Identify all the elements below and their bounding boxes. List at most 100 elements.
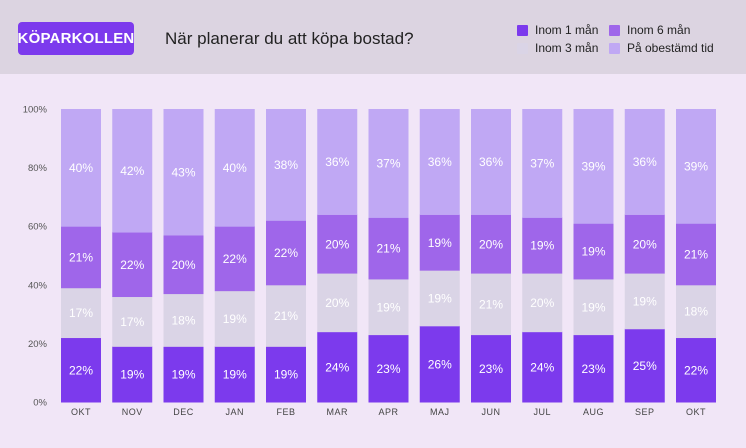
bar-segment (61, 337, 101, 403)
y-tick-label: 60% (28, 222, 48, 233)
bar-segment (368, 278, 409, 336)
bar-segment (317, 331, 358, 403)
bar-segment (624, 109, 665, 215)
legend-item-inom-6-man: Inom 6 mån (609, 23, 690, 37)
y-tick-label: 0% (33, 398, 47, 409)
data-label: 17% (120, 315, 144, 329)
data-label: 19% (376, 300, 400, 314)
data-label: 23% (479, 362, 503, 376)
bar-segment (676, 337, 716, 403)
data-label: 21% (274, 309, 298, 323)
data-label: 37% (376, 157, 400, 171)
bar-segment (61, 287, 101, 339)
header-bar: KÖPARKOLLEN När planerar du att köpa bos… (0, 0, 746, 74)
data-label: 19% (223, 368, 247, 382)
data-label: 21% (376, 242, 400, 256)
data-label: 23% (376, 362, 400, 376)
data-label: 22% (684, 363, 708, 377)
data-label: 36% (428, 155, 452, 169)
legend-label: Inom 1 mån (535, 23, 599, 37)
bar-segment (573, 334, 614, 403)
data-label: 39% (581, 160, 605, 174)
bar-segment (624, 273, 665, 330)
bar-segment (471, 214, 511, 274)
data-label: 26% (428, 357, 452, 371)
data-label: 40% (69, 161, 93, 175)
data-label: 19% (530, 239, 554, 253)
data-label: 19% (428, 291, 452, 305)
bar-segment (471, 109, 511, 215)
data-label: 20% (479, 237, 503, 251)
bar-segment (419, 325, 460, 403)
data-label: 36% (479, 155, 503, 169)
x-tick-label: OKT (686, 407, 706, 417)
data-label: 19% (428, 236, 452, 250)
data-label: 18% (684, 305, 708, 319)
bar-segment (419, 214, 460, 271)
data-label: 42% (120, 164, 144, 178)
data-label: 19% (171, 368, 195, 382)
bar-segment (522, 217, 563, 274)
bar-segment (573, 278, 614, 336)
legend-swatch (517, 42, 528, 54)
x-tick-label: AUG (583, 407, 604, 417)
bar-segment (214, 290, 255, 347)
x-tick-label: DEC (173, 407, 194, 417)
data-label: 43% (171, 165, 195, 179)
bar-segment (471, 273, 511, 336)
bar-segment (112, 109, 153, 233)
bar-segment (522, 109, 563, 218)
bar-segment (522, 331, 563, 403)
legend-swatch (517, 24, 528, 36)
bar-segment (112, 346, 153, 403)
legend-item-inom-1-man: Inom 1 mån (517, 23, 598, 37)
bar-segment (163, 293, 204, 347)
data-label: 37% (530, 157, 554, 171)
data-label: 20% (325, 296, 349, 310)
data-label: 21% (684, 248, 708, 262)
data-label: 25% (633, 359, 657, 373)
x-tick-label: MAJ (430, 407, 450, 417)
data-label: 19% (633, 294, 657, 308)
x-tick-label: SEP (635, 407, 655, 417)
data-label: 19% (120, 368, 144, 382)
data-label: 19% (223, 312, 247, 326)
bar-segment (163, 234, 204, 295)
data-label: 39% (684, 160, 708, 174)
bar-segment (471, 334, 511, 403)
data-label: 22% (274, 246, 298, 260)
bar-segment (573, 109, 614, 224)
bar-segment (676, 109, 716, 224)
x-tick-label: NOV (122, 407, 143, 417)
chart-title: När planerar du att köpa bostad? (165, 29, 414, 48)
bar-segment (522, 273, 563, 333)
bar-segment (573, 223, 614, 280)
data-label: 24% (530, 360, 554, 374)
legend-item-pa-obestamd-tid: På obestämd tid (609, 41, 714, 55)
bar-segment (214, 346, 255, 403)
legend-item-inom-3-man: Inom 3 mån (517, 41, 598, 55)
bar-segment (112, 232, 153, 298)
data-label: 20% (171, 258, 195, 272)
data-label: 40% (223, 161, 247, 175)
bar-segment (214, 109, 255, 227)
bar-segment (163, 109, 204, 236)
bar-segment (266, 220, 306, 286)
bar-segment (163, 346, 204, 403)
legend-label: Inom 6 mån (627, 23, 691, 37)
data-label: 20% (530, 296, 554, 310)
data-label: 19% (581, 245, 605, 259)
data-label: 21% (69, 250, 93, 264)
data-label: 22% (120, 258, 144, 272)
bar-segment (61, 109, 101, 227)
data-label: 19% (581, 300, 605, 314)
bar-segment (368, 217, 409, 280)
data-label: 38% (274, 158, 298, 172)
bar-segment (419, 109, 460, 215)
bar-segment (266, 346, 306, 403)
y-tick-label: 40% (28, 280, 48, 291)
brand-logo: KÖPARKOLLEN (18, 22, 134, 55)
x-tick-label: JUN (482, 407, 501, 417)
data-label: 19% (274, 368, 298, 382)
bar-segment (624, 328, 665, 403)
